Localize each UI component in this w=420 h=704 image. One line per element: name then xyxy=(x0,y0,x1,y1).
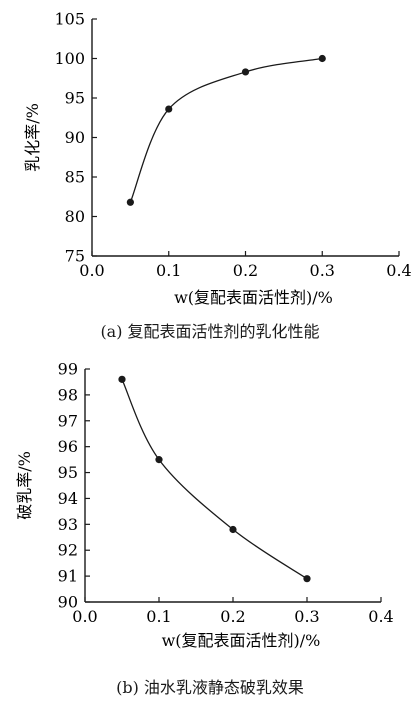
x-tick-label: 0.4 xyxy=(386,261,411,280)
series-line xyxy=(121,379,308,580)
y-tick-label: 98 xyxy=(58,385,78,404)
y-axis-title: 破乳率/% xyxy=(15,451,34,520)
y-tick-label: 97 xyxy=(58,411,78,430)
y-tick-label: 105 xyxy=(54,10,85,29)
data-point xyxy=(318,54,326,63)
chart-b-caption: (b) 油水乳液静态破乳效果 xyxy=(116,678,304,697)
x-tick-label: 0.1 xyxy=(156,261,181,280)
y-tick-label: 75 xyxy=(65,247,85,266)
y-tick-label: 95 xyxy=(65,89,85,108)
y-tick-label: 85 xyxy=(65,168,85,187)
x-axis-title: w(复配表面活性剂)/% xyxy=(162,631,321,650)
x-tick-label: 0.0 xyxy=(79,261,104,280)
emulsification-chart: 75 80 85 90 95 100 105 0.0 0.1 0.2 0.3 0.4 w(复配表面活性剂… xyxy=(23,10,412,308)
x-tick-label: 0.3 xyxy=(310,261,335,280)
data-point xyxy=(126,198,134,206)
data-point xyxy=(241,68,250,76)
x-tick-label: 0.1 xyxy=(146,607,171,626)
y-tick-label: 99 xyxy=(58,360,78,379)
y-tick-label: 93 xyxy=(58,515,78,534)
y-tick-label: 96 xyxy=(58,437,78,456)
y-tick-label: 90 xyxy=(58,593,78,612)
series-line xyxy=(129,57,323,203)
y-tick-label: 94 xyxy=(58,489,78,508)
y-tick-label: 92 xyxy=(58,541,78,560)
chart-a-caption: (a) 复配表面活性剂的乳化性能 xyxy=(100,322,320,341)
data-point xyxy=(118,375,126,383)
y-axis-title: 乳化率/% xyxy=(23,103,42,172)
chart-panel-b: 90 91 92 93 94 95 96 97 98 99 0.0 0.1 0.2 0.3 0.4 w(复配表… xyxy=(0,352,420,704)
data-point xyxy=(229,525,237,534)
x-axis-title: w(复配表面活性剂)/% xyxy=(174,288,333,307)
x-tick-label: 0.4 xyxy=(368,607,393,626)
y-tick-label: 95 xyxy=(58,463,78,482)
data-point xyxy=(303,575,311,583)
y-tick-label: 91 xyxy=(58,567,78,586)
demulsification-chart: 90 91 92 93 94 95 96 97 98 99 0.0 0.1 0.2 0.3 0.4 w(复配表… xyxy=(15,360,394,651)
y-tick-label: 100 xyxy=(54,49,85,68)
x-tick-label: 0.2 xyxy=(220,607,245,626)
y-tick-label: 80 xyxy=(65,207,85,226)
data-point xyxy=(165,105,173,113)
x-tick-label: 0.0 xyxy=(72,607,97,626)
x-tick-label: 0.2 xyxy=(233,261,258,280)
data-point xyxy=(155,456,163,464)
x-tick-label: 0.3 xyxy=(294,607,319,626)
y-tick-label: 90 xyxy=(65,128,85,147)
chart-panel-a: 75 80 85 90 95 100 105 0.0 0.1 0.2 0.3 0.4 w(复配表面活性剂… xyxy=(23,10,412,342)
